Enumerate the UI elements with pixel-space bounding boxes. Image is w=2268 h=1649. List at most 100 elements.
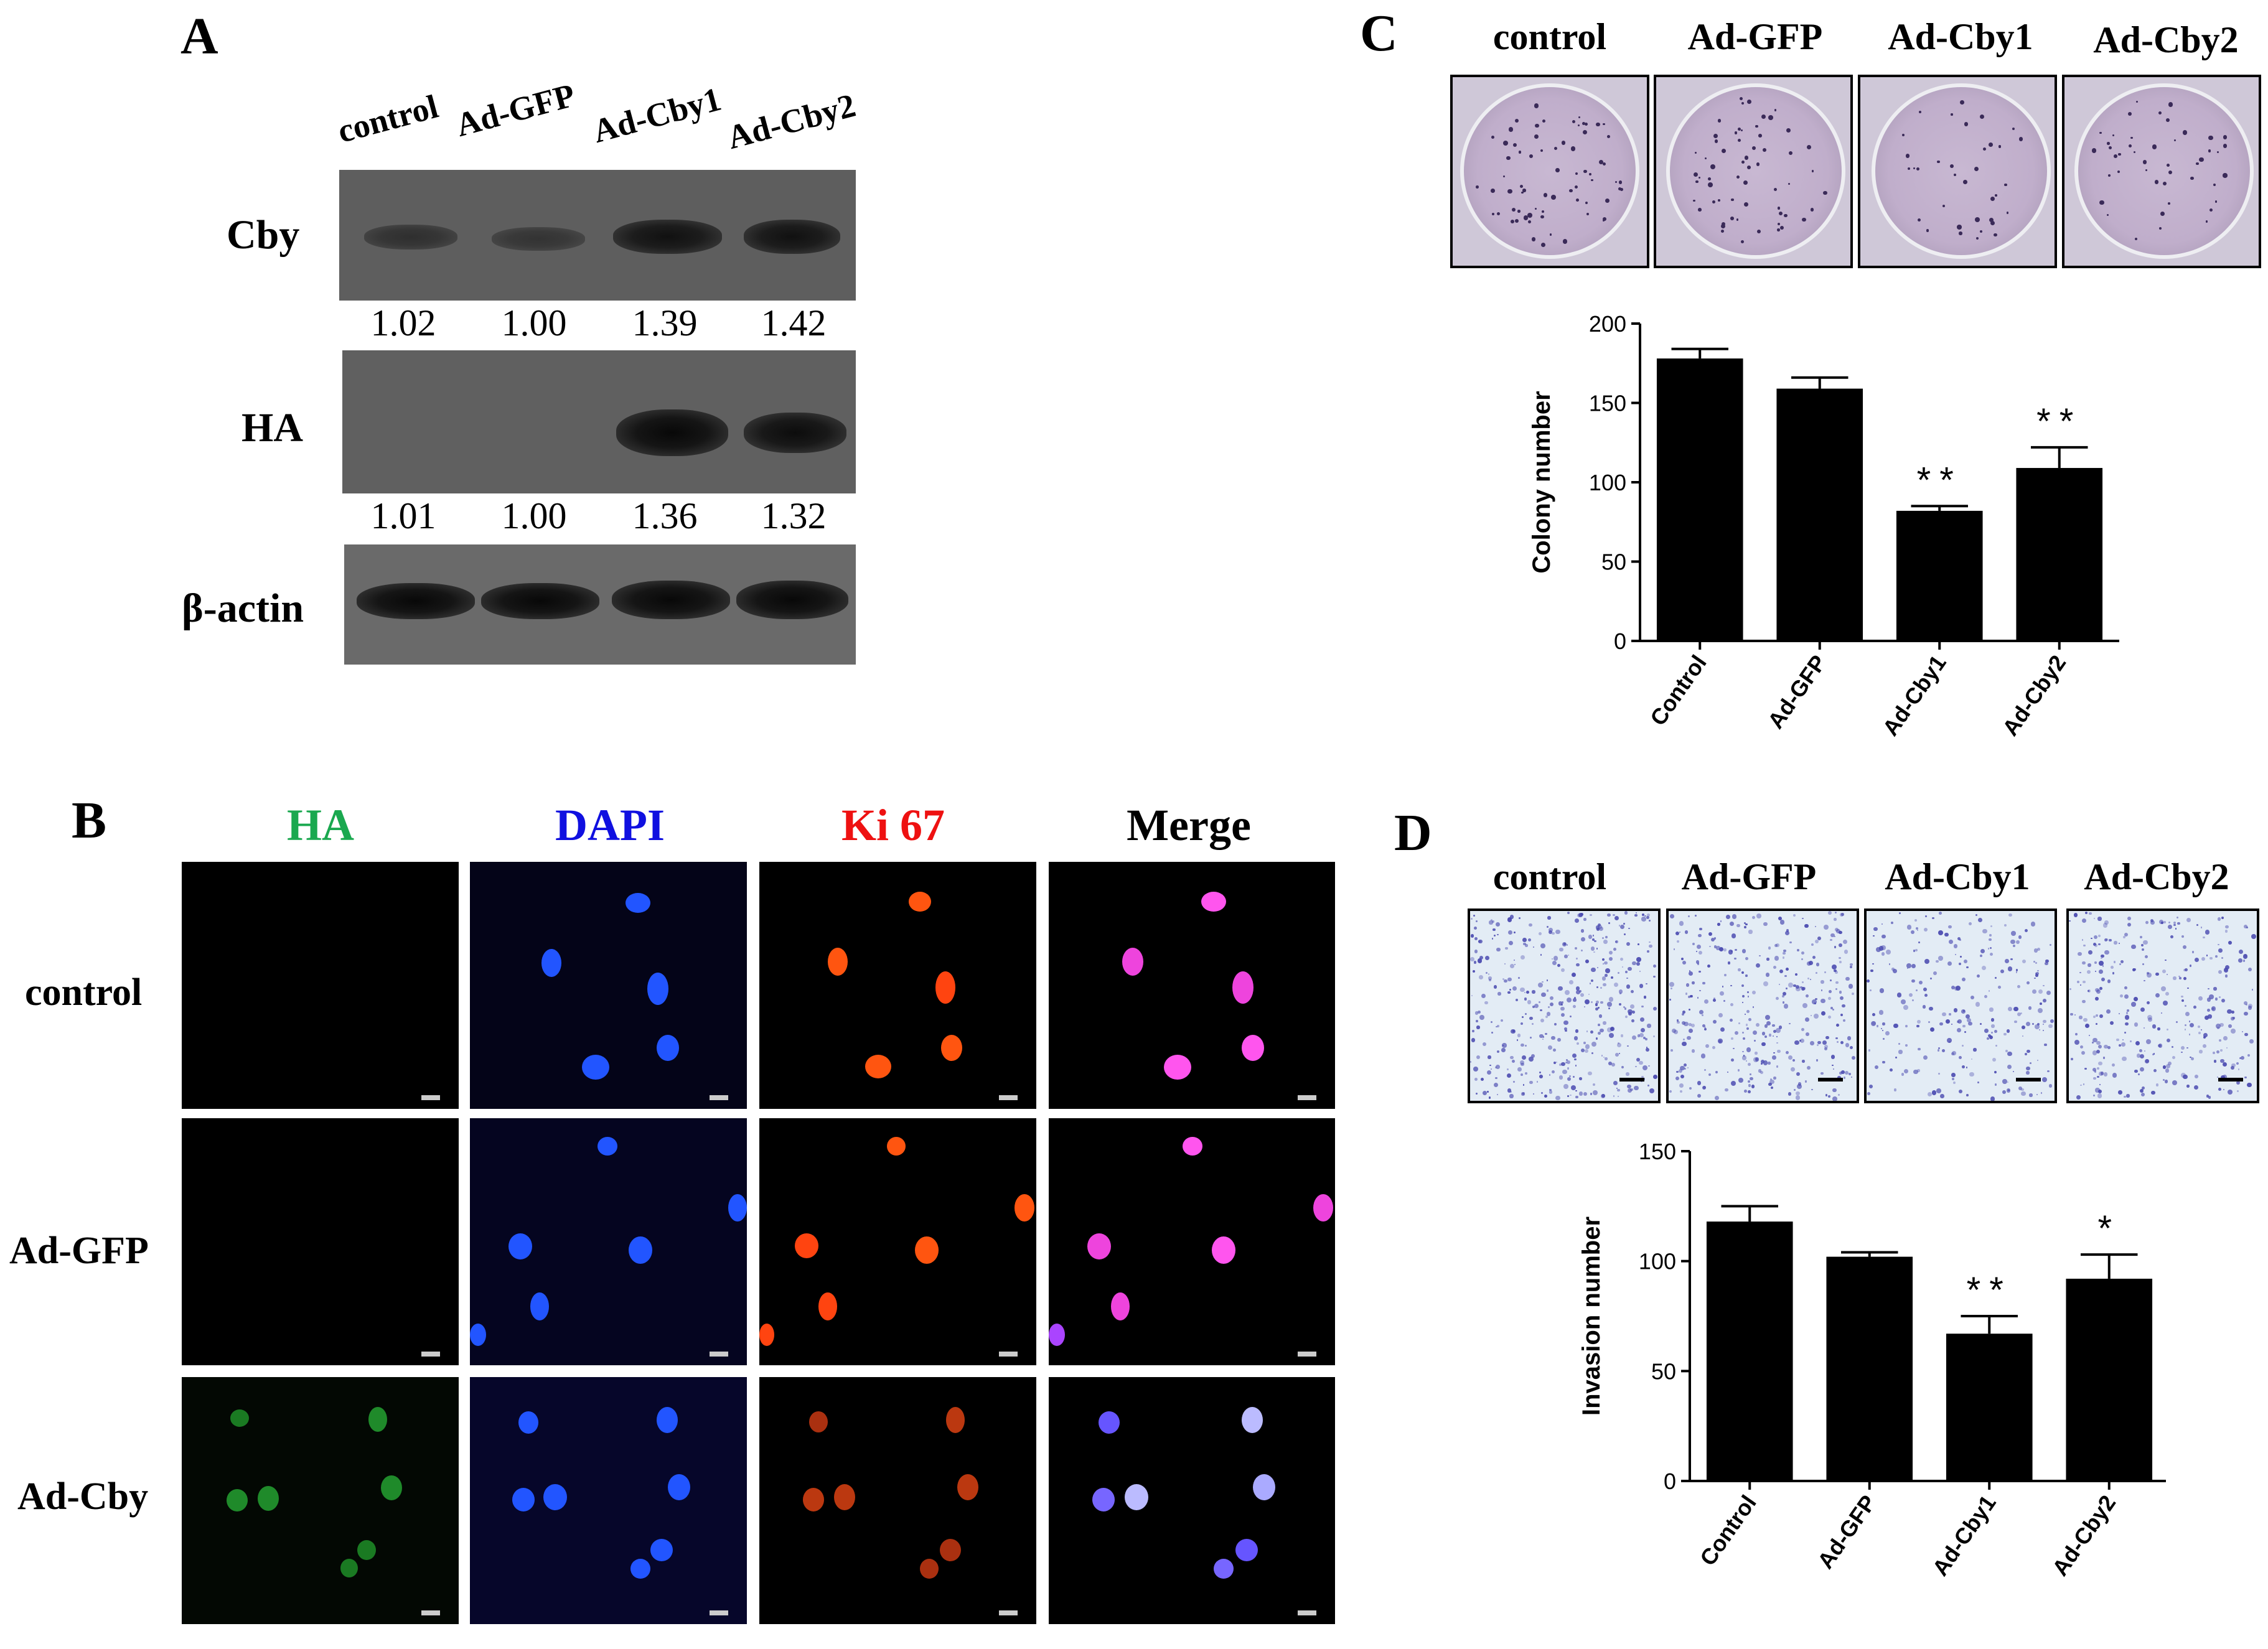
invasion-cell-dot bbox=[1733, 1048, 1734, 1049]
invasion-cell-dot bbox=[1642, 1065, 1647, 1070]
invasion-cell-dot bbox=[1807, 978, 1809, 979]
invasion-cell-dot bbox=[1785, 931, 1789, 935]
invasion-cell-dot bbox=[1930, 978, 1931, 979]
invasion-cell-dot bbox=[1850, 1046, 1853, 1049]
colony-dot bbox=[1811, 208, 1814, 211]
invasion-cell-dot bbox=[2021, 1088, 2024, 1091]
invasion-cell-dot bbox=[2220, 1049, 2222, 1051]
chart-bar bbox=[1946, 1334, 2033, 1481]
invasion-cell-dot bbox=[1476, 1055, 1480, 1059]
invasion-cell-dot bbox=[2134, 1022, 2138, 1026]
invasion-cell-dot bbox=[1844, 950, 1849, 954]
invasion-cell-dot bbox=[1802, 981, 1804, 983]
invasion-cell-dot bbox=[1621, 1066, 1624, 1068]
invasion-cell-dot bbox=[1686, 983, 1690, 987]
invasion-cell-dot bbox=[1882, 1030, 1883, 1031]
invasion-cell-dot bbox=[2168, 922, 2170, 923]
invasion-cell-dot bbox=[1617, 1089, 1620, 1092]
if-row-label-ad-gfp: Ad-GFP bbox=[9, 1229, 149, 1273]
invasion-cell-dot bbox=[2140, 936, 2142, 938]
colony-dot bbox=[1990, 197, 1995, 201]
invasion-cell-dot bbox=[1762, 1032, 1766, 1035]
invasion-cell-dot bbox=[1828, 911, 1832, 915]
colony-dot bbox=[1695, 152, 1697, 154]
invasion-cell-dot bbox=[1555, 930, 1560, 935]
invasion-cell-dot bbox=[1924, 959, 1929, 964]
invasion-cell-dot bbox=[1610, 1027, 1614, 1031]
invasion-cell-dot bbox=[1769, 1034, 1771, 1036]
invasion-cell-dot bbox=[2198, 996, 2203, 1001]
colony-dot bbox=[1906, 154, 1910, 158]
invasion-cell-dot bbox=[1638, 1034, 1640, 1037]
colony-image-ad-cby1 bbox=[1858, 75, 2057, 268]
invasion-cell-dot bbox=[1520, 1060, 1524, 1065]
invasion-cell-dot bbox=[1930, 1027, 1934, 1032]
invasion-cell-dot bbox=[1701, 1053, 1705, 1058]
invasion-cell-dot bbox=[1647, 1024, 1651, 1027]
invasion-cell-dot bbox=[1476, 1093, 1478, 1095]
invasion-cell-dot bbox=[2151, 1091, 2155, 1095]
invasion-cell-dot bbox=[1746, 1060, 1747, 1062]
invasion-cell-dot bbox=[1811, 943, 1814, 946]
invasion-cell-dot bbox=[1595, 1003, 1598, 1006]
invasion-cell-dot bbox=[1497, 1025, 1499, 1027]
invasion-cell-dot bbox=[1675, 932, 1679, 935]
invasion-cell-dot bbox=[1692, 943, 1695, 945]
invasion-cell-dot bbox=[1768, 1083, 1772, 1086]
colony-dot bbox=[1705, 157, 1707, 159]
invasion-cell-dot bbox=[2106, 1009, 2111, 1014]
colony-dot bbox=[1542, 119, 1545, 123]
invasion-cell-dot bbox=[1609, 957, 1613, 961]
invasion-cell-dot bbox=[1549, 1074, 1551, 1076]
invasion-cell-dot bbox=[1839, 957, 1840, 959]
invasion-cell-dot bbox=[2195, 958, 2199, 962]
invasion-cell-dot bbox=[2153, 1069, 2157, 1072]
invasion-cell-dot bbox=[1622, 966, 1624, 968]
invasion-cell-dot bbox=[2167, 1029, 2168, 1030]
chart-bar bbox=[2016, 468, 2102, 641]
colony-dot bbox=[1712, 200, 1715, 203]
invasion-cell-dot bbox=[2185, 1005, 2187, 1007]
invasion-cell-dot bbox=[2043, 985, 2044, 986]
invasion-cell-dot bbox=[1608, 922, 1611, 925]
invasion-cell-dot bbox=[2080, 984, 2081, 986]
invasion-cell-dot bbox=[2085, 912, 2088, 914]
invasion-cell-dot bbox=[1635, 1066, 1637, 1068]
invasion-cell-dot bbox=[1784, 975, 1787, 978]
invasion-cell-dot bbox=[2088, 950, 2092, 955]
invasion-cell-dot bbox=[2043, 999, 2046, 1002]
invasion-cell-dot bbox=[1593, 951, 1595, 953]
invasion-cell-dot bbox=[2101, 958, 2102, 960]
invasion-cell-dot bbox=[2049, 1084, 2053, 1088]
chart-y-tick-label: 0 bbox=[1614, 628, 1626, 654]
invasion-cell-dot bbox=[2007, 1052, 2012, 1056]
colony-dot bbox=[1542, 210, 1544, 213]
invasion-cell-dot bbox=[2026, 1022, 2030, 1026]
invasion-cell-dot bbox=[1492, 938, 1493, 939]
invasion-cell-dot bbox=[2244, 1077, 2247, 1079]
invasion-cell-dot bbox=[1886, 950, 1891, 955]
invasion-cell-dot bbox=[1590, 1030, 1593, 1034]
invasion-cell-dot bbox=[1717, 923, 1720, 926]
invasion-cell-dot bbox=[2027, 1050, 2030, 1053]
invasion-cell-dot bbox=[1713, 999, 1716, 1002]
invasion-cell-dot bbox=[2209, 957, 2212, 960]
invasion-cell-dot bbox=[1682, 1011, 1685, 1014]
if-image-ad-cby-dapi bbox=[470, 1377, 747, 1624]
invasion-cell-dot bbox=[1980, 1023, 1982, 1025]
invasion-cell-dot bbox=[2138, 1073, 2140, 1075]
invasion-cell-dot bbox=[1593, 935, 1595, 937]
invasion-cell-dot bbox=[1817, 937, 1821, 940]
invasion-cell-dot bbox=[1824, 925, 1829, 930]
colony-dot bbox=[2135, 238, 2137, 240]
invasion-cell-dot bbox=[1514, 932, 1516, 933]
colony-dot bbox=[1954, 174, 1956, 176]
invasion-cell-dot bbox=[1763, 981, 1768, 986]
invasion-cell-dot bbox=[1814, 1014, 1819, 1019]
invasion-cell-dot bbox=[1820, 1072, 1824, 1075]
invasion-cell-dot bbox=[2039, 1029, 2040, 1030]
invasion-cell-dot bbox=[1773, 1035, 1774, 1037]
colony-dot bbox=[1534, 103, 1539, 108]
invasion-cell-dot bbox=[2155, 993, 2160, 997]
invasion-cell-dot bbox=[1834, 918, 1836, 920]
